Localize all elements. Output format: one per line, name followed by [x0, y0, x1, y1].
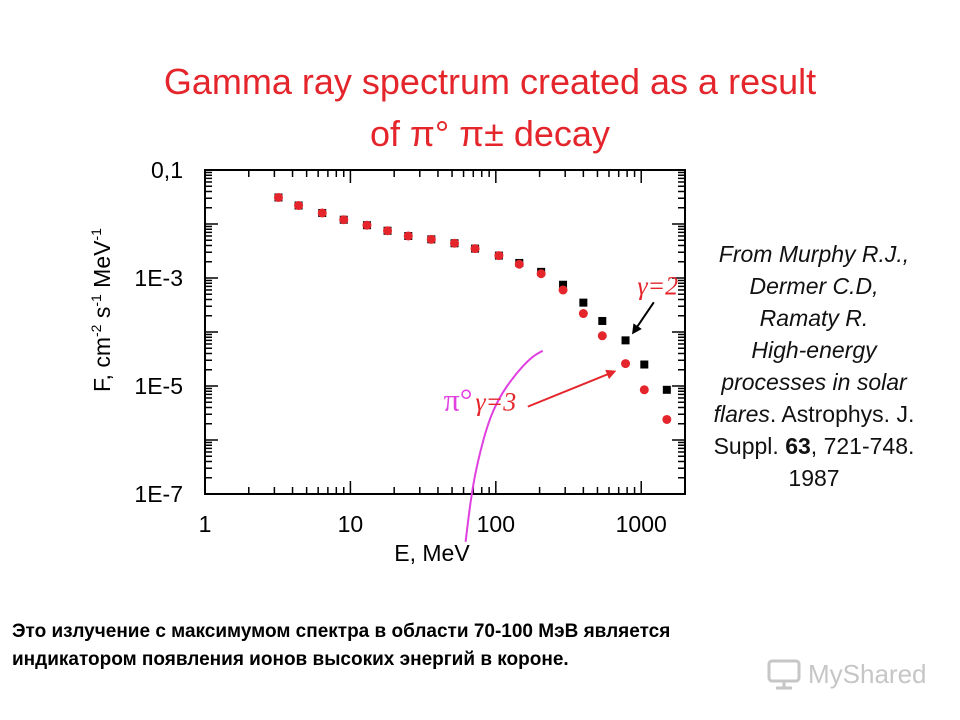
data-point-square — [579, 298, 588, 307]
data-point-circle — [621, 359, 631, 369]
reference-line: Ramaty R. — [698, 302, 930, 334]
data-points — [273, 192, 672, 424]
data-point-square — [621, 336, 630, 345]
reference-line: Dermer C.D, — [698, 270, 930, 302]
data-point-square — [662, 385, 671, 394]
reference-line: processes in solar — [698, 366, 930, 398]
reference-line: 1987 — [698, 462, 930, 494]
pi0-curve-group — [464, 349, 544, 542]
data-point-square — [598, 316, 607, 325]
pi0-label: π° — [444, 382, 473, 418]
reference-line: High-energy — [698, 334, 930, 366]
data-point-square — [640, 360, 649, 369]
x-tick-label: 10 — [338, 511, 364, 537]
data-point-circle — [494, 251, 504, 261]
reference-line-6-rest: . Astrophys. J. — [769, 401, 915, 427]
y-tick-label: 1E-7 — [134, 481, 183, 507]
data-point-circle — [662, 414, 672, 424]
reference-line-4: High-energy — [751, 337, 877, 363]
ylabel-part-5: -1 — [88, 228, 104, 241]
axis-tick-labels: 1 10 100 1000 0,1 1E-3 1E-5 1E-7 — [134, 157, 666, 537]
reference-volume: 63 — [785, 433, 811, 459]
data-point-circle — [339, 215, 349, 225]
data-point-circle — [426, 234, 436, 244]
watermark-text: MyShared — [808, 658, 927, 689]
data-point-circle — [294, 201, 304, 211]
reference-line-7-pre: Suppl. — [713, 433, 786, 459]
ylabel-part-0: F, cm — [89, 337, 115, 392]
watermark: MyShared — [766, 656, 927, 692]
russian-note: Это излучение с максимумом спектра в обл… — [12, 618, 892, 674]
note-line-2: индикатором появления ионов высоких энер… — [12, 649, 569, 670]
x-tick-label: 100 — [477, 511, 515, 537]
presentation-icon — [767, 659, 801, 690]
pi0-curve — [464, 349, 544, 542]
slide-title-line2: of π° π± decay — [370, 113, 610, 154]
reference-citation: From Murphy R.J., Dermer C.D, Ramaty R. … — [698, 238, 930, 494]
reference-line-5: processes in solar — [721, 369, 907, 395]
reference-line-1: From Murphy R.J., — [718, 241, 910, 267]
x-axis-label: E, MeV — [394, 540, 470, 566]
annotation-arrow — [632, 301, 655, 335]
data-point-circle — [514, 259, 524, 269]
note-line-1: Это излучение с максимумом спектра в обл… — [12, 621, 671, 642]
plot-frame — [204, 169, 686, 495]
data-point-circle — [450, 238, 460, 248]
reference-line-3: Ramaty R. — [759, 305, 869, 331]
spectrum-chart: 1 10 100 1000 0,1 1E-3 1E-5 1E-7 γ=2 γ=3π° E, Me… — [88, 157, 686, 566]
gamma-label: γ=3 — [475, 388, 516, 417]
reference-line-2: Dermer C.D, — [749, 273, 879, 299]
y-axis-label: F, cm-2 s-1 MeV-1 — [88, 228, 115, 392]
x-tick-label: 1000 — [616, 511, 667, 537]
data-point-circle — [470, 244, 480, 254]
annotation-arrow — [527, 369, 617, 408]
data-point-circle — [578, 309, 588, 319]
y-tick-label: 1E-3 — [134, 265, 183, 291]
data-point-square — [559, 280, 568, 289]
data-point-circle — [362, 220, 372, 230]
data-point-circle — [317, 208, 327, 218]
slide-title-line1: Gamma ray spectrum created as a result — [163, 61, 817, 102]
x-tick-label: 1 — [199, 511, 212, 537]
reference-line: From Murphy R.J., — [698, 238, 930, 270]
reference-line: flares. Astrophys. J. — [698, 398, 930, 430]
data-point-circle — [273, 192, 283, 202]
axis-ticks — [204, 169, 686, 495]
ylabel-part-1: -2 — [88, 324, 104, 337]
gamma-label: γ=2 — [637, 271, 678, 300]
data-point-circle — [597, 331, 607, 341]
data-point-circle — [558, 285, 568, 295]
data-point-circle — [383, 226, 393, 236]
reference-line: Suppl. 63, 721-748. — [698, 430, 930, 462]
data-point-circle — [639, 385, 649, 395]
annotations: γ=2 γ=3π° — [444, 271, 679, 417]
reference-line-6-italic: flares — [713, 401, 770, 427]
ylabel-part-3: -1 — [88, 294, 104, 307]
data-point-circle — [403, 231, 413, 241]
y-tick-label: 0,1 — [151, 157, 183, 183]
reference-line-7-post: , 721-748. — [810, 433, 915, 459]
y-tick-label: 1E-5 — [134, 373, 183, 399]
data-point-circle — [536, 269, 546, 279]
ylabel-part-2: s — [89, 307, 115, 325]
reference-year: 1987 — [788, 465, 840, 491]
ylabel-part-4: MeV — [89, 240, 115, 294]
